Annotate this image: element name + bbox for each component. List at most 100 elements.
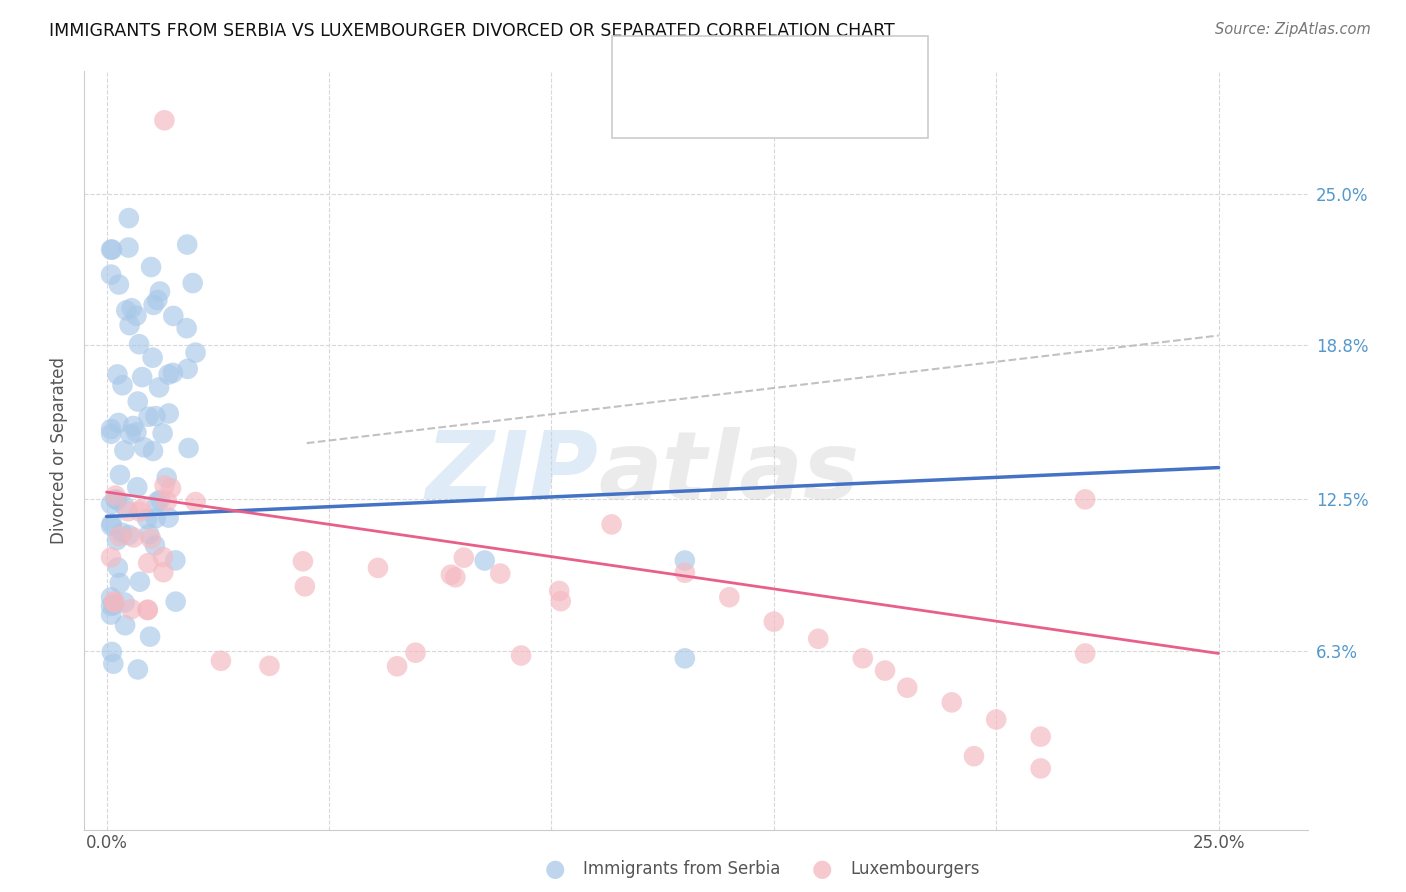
Point — [115, 303, 138, 318]
Point — [100, 422, 122, 436]
Point — [118, 528, 141, 542]
Point — [136, 602, 159, 616]
Point — [153, 113, 176, 128]
Point — [807, 632, 830, 646]
Text: 80: 80 — [837, 53, 863, 71]
Text: IMMIGRANTS FROM SERBIA VS LUXEMBOURGER DIVORCED OR SEPARATED CORRELATION CHART: IMMIGRANTS FROM SERBIA VS LUXEMBOURGER D… — [49, 22, 896, 40]
Text: atlas: atlas — [598, 427, 859, 519]
Point — [440, 567, 463, 582]
Point — [160, 481, 183, 495]
Point — [127, 480, 149, 494]
Point — [259, 658, 281, 673]
Point — [145, 511, 167, 525]
Point — [453, 550, 475, 565]
Point — [118, 211, 141, 226]
Point — [129, 502, 152, 516]
Point — [177, 362, 200, 376]
Point — [104, 489, 127, 503]
Point — [114, 618, 136, 632]
Point — [152, 426, 174, 441]
Point — [105, 533, 128, 548]
Point — [149, 492, 172, 507]
Text: 50: 50 — [837, 98, 863, 118]
Point — [762, 615, 785, 629]
Point — [127, 394, 149, 409]
Point — [100, 599, 122, 613]
Point — [136, 512, 159, 526]
Point — [103, 594, 125, 608]
Point — [103, 657, 125, 671]
Point — [146, 293, 169, 307]
Point — [122, 530, 145, 544]
Point — [143, 538, 166, 552]
Point — [134, 441, 156, 455]
Point — [941, 695, 963, 709]
Point — [117, 504, 139, 518]
Point — [405, 646, 427, 660]
Point — [1074, 492, 1097, 507]
Text: N =: N = — [794, 54, 834, 71]
Point — [101, 516, 124, 531]
Point — [139, 260, 162, 274]
Point — [176, 321, 198, 335]
Point — [107, 416, 129, 430]
Point — [108, 529, 131, 543]
Point — [103, 596, 125, 610]
Point — [111, 525, 134, 540]
Point — [139, 532, 162, 546]
Point — [131, 370, 153, 384]
Point — [489, 566, 512, 581]
Point — [165, 553, 187, 567]
Point — [444, 570, 467, 584]
Point — [157, 510, 180, 524]
Point — [963, 749, 986, 764]
Text: Source: ZipAtlas.com: Source: ZipAtlas.com — [1215, 22, 1371, 37]
Point — [156, 471, 179, 485]
Point — [294, 579, 316, 593]
Point — [149, 285, 172, 299]
Point — [986, 713, 1008, 727]
Point — [127, 662, 149, 676]
Point — [177, 441, 200, 455]
Point — [114, 595, 136, 609]
Text: Immigrants from Serbia: Immigrants from Serbia — [583, 860, 780, 878]
Text: -0.317: -0.317 — [703, 98, 772, 118]
Point — [117, 241, 139, 255]
Point — [108, 467, 131, 482]
Point — [100, 497, 122, 511]
Point — [146, 495, 169, 509]
Point — [142, 351, 165, 365]
Text: 0.068: 0.068 — [703, 53, 763, 71]
Point — [176, 237, 198, 252]
Point — [121, 301, 143, 316]
Point — [184, 495, 207, 509]
Point — [100, 518, 122, 533]
Point — [145, 409, 167, 424]
Point — [152, 565, 174, 579]
Point — [120, 427, 142, 442]
Point — [121, 602, 143, 616]
Text: ●: ● — [546, 857, 565, 880]
Point — [600, 517, 623, 532]
Point — [104, 492, 127, 507]
Y-axis label: Divorced or Separated: Divorced or Separated — [51, 357, 69, 544]
Point — [101, 645, 124, 659]
Point — [1029, 761, 1052, 775]
Point — [162, 309, 184, 323]
Point — [152, 549, 174, 564]
Point — [673, 651, 696, 665]
Point — [103, 598, 125, 612]
Text: N =: N = — [794, 99, 834, 117]
Point — [138, 409, 160, 424]
Point — [385, 659, 408, 673]
Point — [153, 478, 176, 492]
Point — [125, 425, 148, 440]
Point — [112, 499, 135, 513]
Point — [100, 243, 122, 257]
Point — [156, 494, 179, 508]
Point — [142, 444, 165, 458]
Point — [291, 554, 314, 568]
Text: Luxembourgers: Luxembourgers — [851, 860, 980, 878]
Point — [165, 594, 187, 608]
Bar — [623, 89, 651, 125]
